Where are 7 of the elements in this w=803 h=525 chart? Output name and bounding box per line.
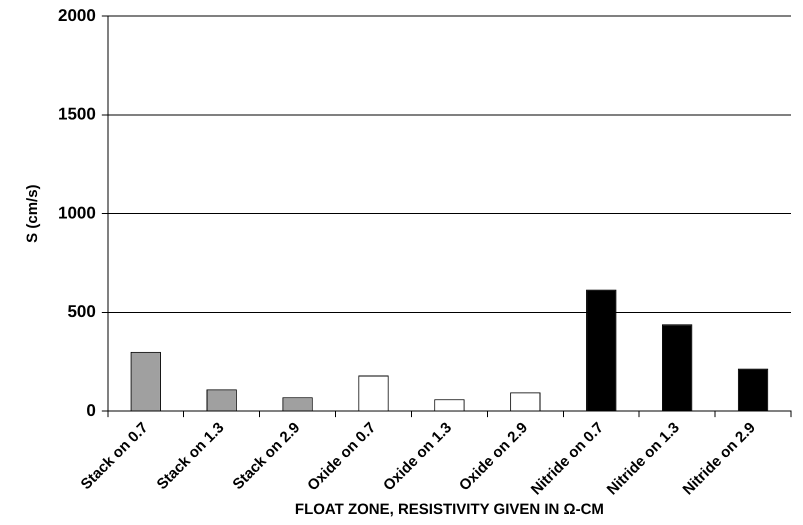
y-axis-title: S (cm/s)	[24, 184, 42, 243]
y-tick-label: 1500	[58, 104, 96, 124]
y-tick-label: 1000	[58, 203, 96, 222]
y-tick-label: 0	[86, 400, 96, 420]
x-axis-title: FLOAT ZONE, RESISTIVITY GIVEN IN Ω-CM	[294, 501, 604, 518]
y-tick-label: 500	[67, 302, 96, 322]
y-tick-label: 2000	[58, 6, 96, 25]
